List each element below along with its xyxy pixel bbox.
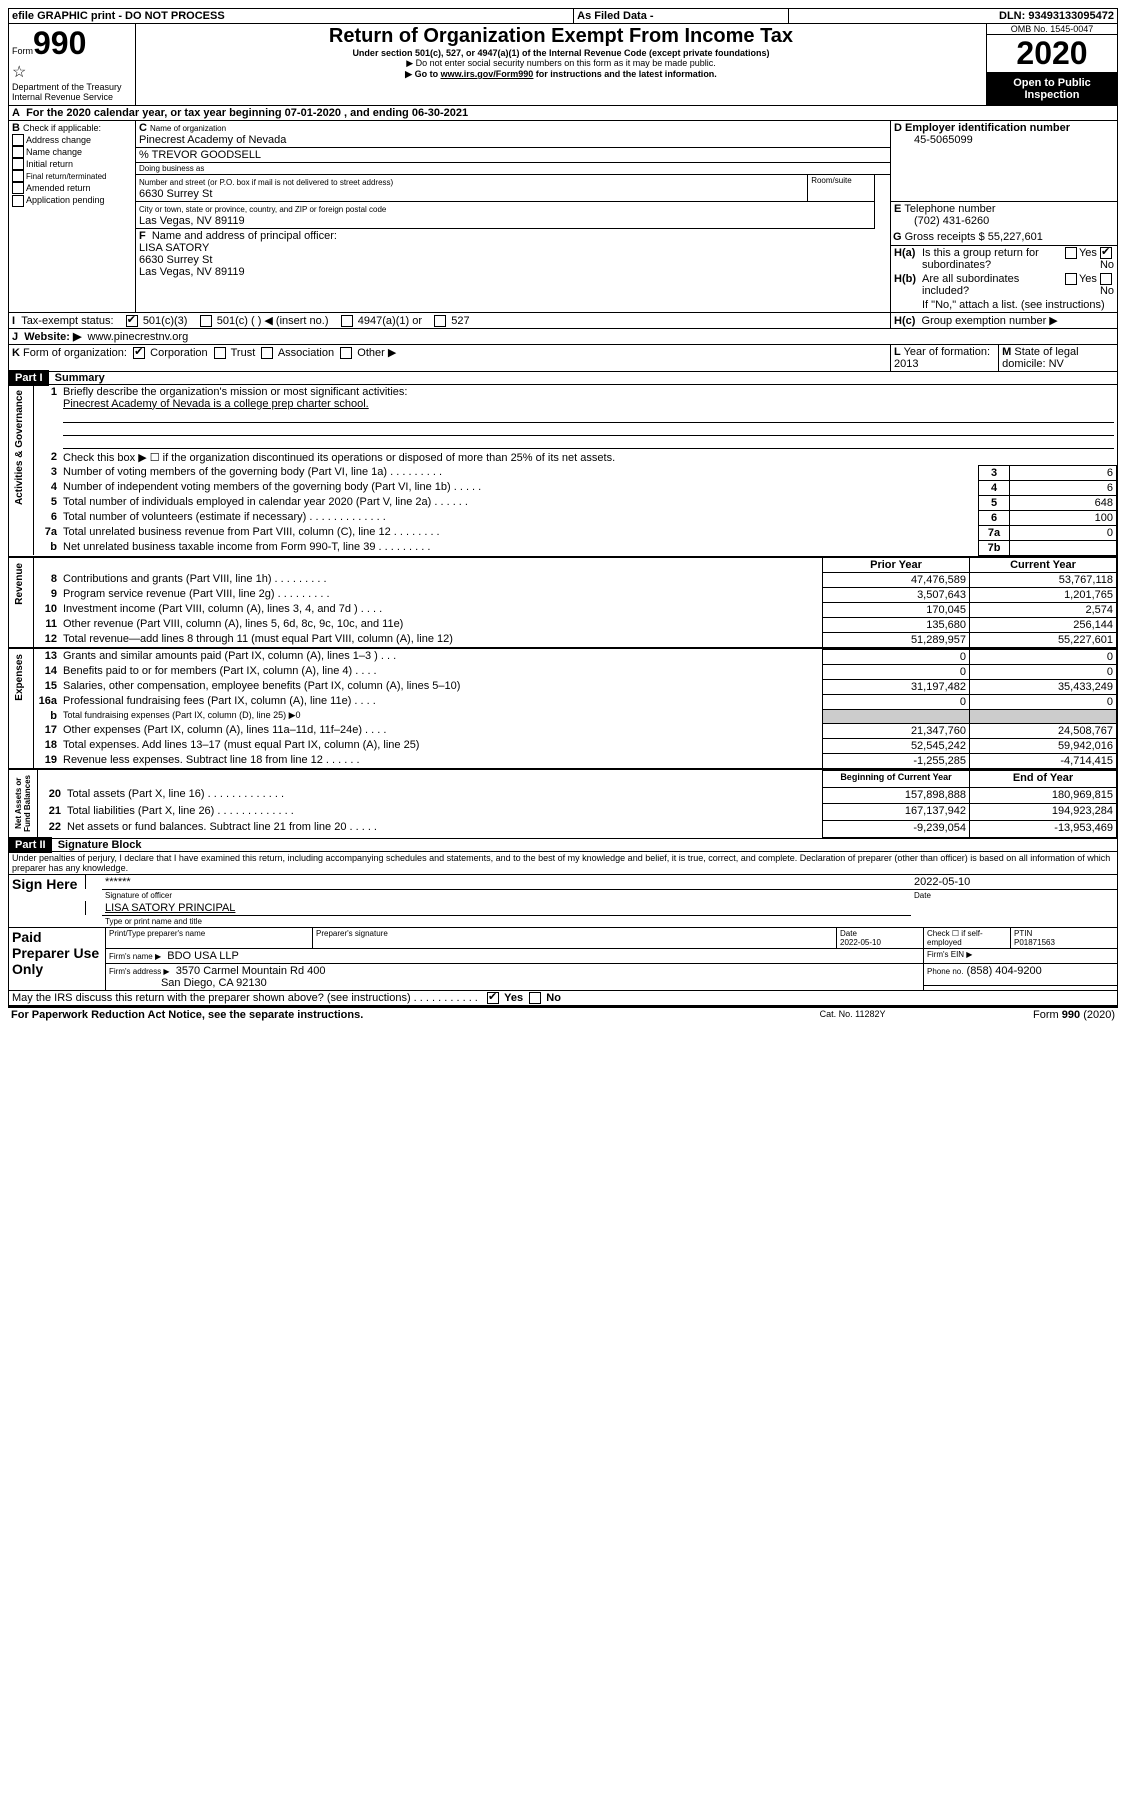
val-4: 6 [1010, 480, 1117, 495]
part-i-label: Part I [9, 370, 49, 386]
cb-discuss-no[interactable] [529, 992, 541, 1004]
dept-treasury: Department of the Treasury [12, 82, 132, 92]
efile-text: efile GRAPHIC print - DO NOT PROCESS [9, 9, 574, 23]
cb-527[interactable] [434, 315, 446, 327]
cb-ha-no[interactable] [1100, 247, 1112, 259]
street: 6630 Surrey St [139, 188, 212, 200]
pra-notice: For Paperwork Reduction Act Notice, see … [8, 1007, 776, 1022]
part-ii-label: Part II [9, 837, 52, 853]
form-title: Return of Organization Exempt From Incom… [139, 25, 983, 48]
val-5: 648 [1010, 495, 1117, 510]
firm-phone: (858) 404-9200 [967, 965, 1042, 977]
as-filed: As Filed Data - [574, 9, 789, 23]
sign-here: Sign Here [9, 875, 86, 901]
ptin: P01871563 [1014, 938, 1055, 947]
mission: Pinecrest Academy of Nevada is a college… [63, 398, 369, 410]
irs-label: Internal Revenue Service [12, 92, 132, 102]
perjury: Under penalties of perjury, I declare th… [9, 851, 1118, 874]
val-7b [1010, 540, 1117, 555]
firm-name: BDO USA LLP [167, 950, 239, 962]
org-name: Pinecrest Academy of Nevada [139, 134, 286, 146]
ein: 45-5065099 [894, 134, 1114, 146]
vert-revenue: Revenue [12, 559, 27, 609]
dba-label: Doing business as [136, 162, 890, 174]
cb-app[interactable] [12, 195, 24, 207]
ssn-note: ▶ Do not enter social security numbers o… [139, 58, 983, 69]
gross-receipts: 55,227,601 [988, 231, 1043, 243]
form-container: efile GRAPHIC print - DO NOT PROCESS As … [8, 8, 1118, 1006]
cb-other[interactable] [340, 347, 352, 359]
officer-name: LISA SATORY [139, 242, 209, 254]
cb-name[interactable] [12, 146, 24, 158]
cb-discuss-yes[interactable] [487, 992, 499, 1004]
paid-preparer: Paid Preparer Use Only [9, 928, 106, 990]
firm-addr: 3570 Carmel Mountain Rd 400 [176, 965, 326, 977]
subtitle: Under section 501(c), 527, or 4947(a)(1)… [139, 48, 983, 58]
dln: 93493133095472 [1028, 10, 1114, 22]
line-a: For the 2020 calendar year, or tax year … [26, 107, 468, 119]
vert-expenses: Expenses [12, 650, 27, 705]
cat-no: Cat. No. 11282Y [776, 1007, 930, 1022]
irs-link[interactable]: www.irs.gov/Form990 [441, 69, 534, 79]
city: Las Vegas, NV 89119 [139, 215, 245, 227]
cb-501c3[interactable] [126, 315, 138, 327]
officer-sig-name: LISA SATORY PRINCIPAL [105, 902, 235, 914]
line2: Check this box ▶ ☐ if the organization d… [60, 450, 1117, 466]
tax-year: 2020 [987, 35, 1117, 73]
cb-hb-no[interactable] [1100, 273, 1112, 285]
cb-final[interactable] [12, 170, 24, 182]
val-3: 6 [1010, 465, 1117, 480]
cb-amended[interactable] [12, 182, 24, 194]
vert-activities: Activities & Governance [12, 386, 27, 509]
domicile: NV [1049, 358, 1064, 370]
cb-corp[interactable] [133, 347, 145, 359]
year-formation: 2013 [894, 358, 918, 370]
form-990: 990 [33, 25, 86, 61]
val-6: 100 [1010, 510, 1117, 525]
cb-initial[interactable] [12, 158, 24, 170]
care-of: % TREVOR GOODSELL [136, 147, 890, 162]
cb-hb-yes[interactable] [1065, 273, 1077, 285]
cb-501c[interactable] [200, 315, 212, 327]
cb-trust[interactable] [214, 347, 226, 359]
omb: OMB No. 1545-0047 [987, 24, 1117, 35]
website: www.pinecrestnv.org [88, 331, 189, 343]
val-7a: 0 [1010, 525, 1117, 540]
phone: (702) 431-6260 [894, 215, 1114, 227]
cb-address[interactable] [12, 134, 24, 146]
open-public: Open to Public Inspection [987, 73, 1117, 105]
cb-ha-yes[interactable] [1065, 247, 1077, 259]
cb-4947[interactable] [341, 315, 353, 327]
vert-netassets: Net Assets orFund Balances [12, 771, 34, 836]
cb-assoc[interactable] [261, 347, 273, 359]
